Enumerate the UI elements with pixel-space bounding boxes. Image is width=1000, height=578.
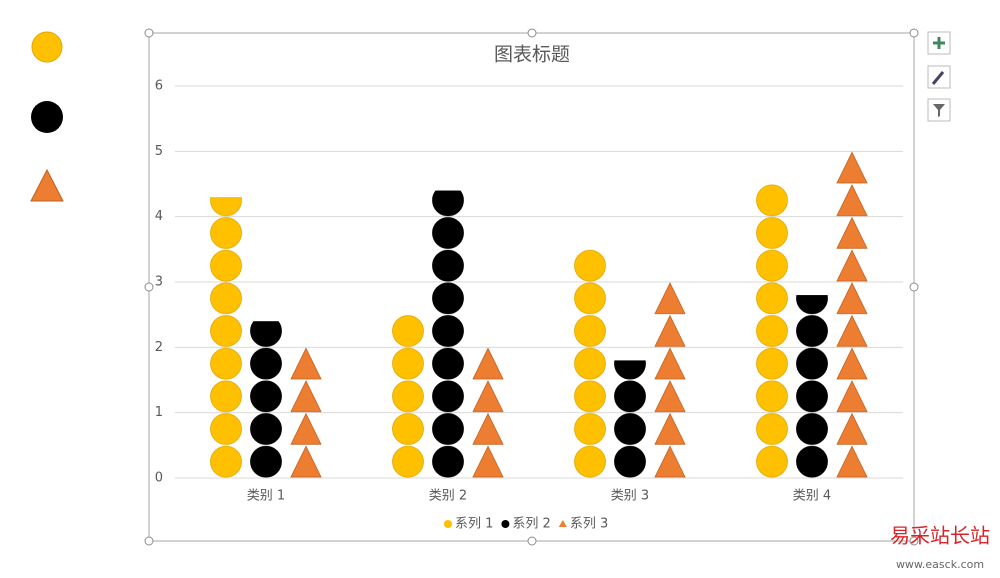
bar (432, 190, 464, 479)
shape-icon[interactable] (30, 168, 64, 202)
y-tick-label: 6 (155, 79, 163, 94)
legend-label: 系列 3 (570, 517, 608, 532)
bar (250, 321, 282, 478)
legend-label: 系列 1 (455, 517, 493, 532)
bar (614, 360, 646, 478)
bar (756, 184, 788, 478)
y-tick-label: 3 (155, 275, 163, 290)
bar (796, 295, 828, 478)
bar (290, 347, 322, 478)
y-tick-label: 4 (155, 209, 163, 224)
shape-icon[interactable] (31, 31, 63, 63)
legend-marker (501, 520, 510, 528)
frame-handles (144, 28, 919, 546)
bar (472, 347, 504, 478)
y-tick-label: 5 (155, 144, 163, 159)
bar (574, 249, 606, 478)
chart-title: 图表标题 (494, 44, 570, 66)
bar (210, 197, 242, 479)
legend-marker (444, 520, 452, 528)
bar (836, 151, 868, 479)
chart-buttons (927, 31, 951, 122)
y-tick-label: 0 (155, 471, 163, 486)
watermark-url: www.easck.com (896, 558, 984, 571)
y-tick-label: 1 (155, 405, 163, 420)
bar (392, 314, 424, 478)
y-tick-label: 2 (155, 340, 163, 355)
x-tick-label: 类别 4 (793, 489, 831, 504)
bar (654, 282, 686, 478)
legend-label: 系列 2 (512, 517, 550, 532)
x-tick-label: 类别 1 (247, 489, 285, 504)
x-tick-label: 类别 2 (429, 489, 467, 504)
shape-icon[interactable] (31, 101, 63, 133)
x-tick-label: 类别 3 (611, 489, 649, 504)
watermark-name: 易采站长站 (890, 524, 990, 548)
legend-marker (558, 520, 567, 527)
